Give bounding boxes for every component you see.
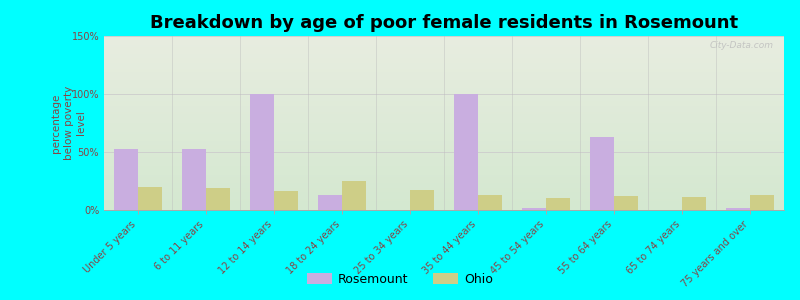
Bar (114, 148, 138, 210)
Bar (522, 208, 546, 210)
Bar (206, 188, 230, 210)
Bar (410, 190, 434, 210)
Bar (478, 195, 502, 210)
Bar (138, 187, 162, 210)
Bar (546, 198, 570, 210)
Bar (318, 195, 342, 210)
Text: City-Data.com: City-Data.com (710, 41, 774, 50)
Y-axis label: percentage
below poverty
level: percentage below poverty level (51, 86, 86, 160)
Bar (182, 148, 206, 210)
Bar (614, 196, 638, 210)
Bar (454, 94, 478, 210)
Bar (274, 191, 298, 210)
Bar (726, 208, 750, 210)
Legend: Rosemount, Ohio: Rosemount, Ohio (302, 268, 498, 291)
Bar (590, 137, 614, 210)
Bar (250, 94, 274, 210)
Bar (750, 195, 774, 210)
Bar (682, 197, 706, 210)
Title: Breakdown by age of poor female residents in Rosemount: Breakdown by age of poor female resident… (150, 14, 738, 32)
Bar (342, 181, 366, 210)
